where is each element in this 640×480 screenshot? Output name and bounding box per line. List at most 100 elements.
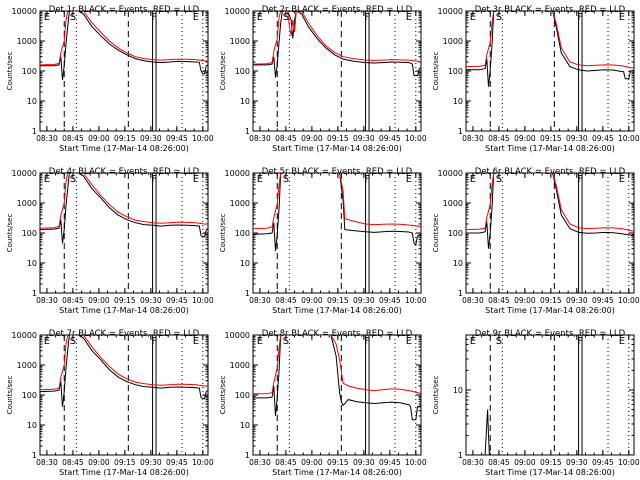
panel-det-5: 1 10 100 1000 10000 08:30 08:45 09:00 09:15 09:30… (219, 167, 427, 315)
x-tick-label: 09:00 (514, 296, 536, 305)
marker-label: E (257, 12, 263, 23)
x-tick-label: 09:30 (566, 134, 588, 143)
x-tick-label: 09:00 (301, 134, 323, 143)
y-tick-label: 1 (245, 127, 250, 136)
x-tick-label: 09:30 (140, 458, 162, 467)
y-tick-label: 100 (448, 67, 463, 76)
x-tick-label: 09:00 (301, 458, 323, 467)
y-tick-label: 10 (240, 421, 250, 430)
marker-label: E (193, 174, 199, 185)
x-tick-label: 09:30 (566, 458, 588, 467)
y-axis-label: Counts/sec (219, 214, 227, 253)
marker-label: E (44, 336, 50, 347)
y-tick-label: 100 (448, 229, 463, 238)
series-events (253, 173, 421, 252)
plot-frame (465, 334, 635, 456)
series-events (40, 173, 208, 244)
y-tick-label: 10 (453, 386, 463, 395)
x-tick-label: 09:00 (88, 458, 110, 467)
marker-label: S (496, 12, 502, 23)
x-tick-label: 10:00 (405, 458, 427, 467)
y-tick-label: 100 (22, 67, 37, 76)
x-tick-label: 09:15 (114, 296, 136, 305)
y-tick-label: 1 (458, 289, 463, 298)
x-tick-label: 08:30 (462, 458, 484, 467)
x-tick-label: 09:00 (301, 296, 323, 305)
panel-det-1: 1 10 100 1000 10000 08:30 08:45 09:00 09:15 09:30… (6, 5, 214, 153)
x-tick-label: 08:45 (62, 296, 84, 305)
series-group (466, 11, 634, 87)
marker-label: S (283, 174, 289, 185)
x-axis-label: Start Time (17-Mar-14 08:26:00) (59, 306, 189, 315)
x-axis-label: Start Time (17-Mar-14 08:26:00) (59, 468, 189, 477)
series-group (484, 409, 490, 455)
x-tick-label: 10:00 (405, 296, 427, 305)
y-axis-label: Counts/sec (432, 52, 440, 91)
marker-label: E (470, 12, 476, 23)
x-tick-label: 09:15 (327, 134, 349, 143)
x-tick-label: 10:00 (618, 134, 640, 143)
y-tick-label: 1 (32, 451, 37, 460)
y-axis-label: Counts/sec (6, 52, 14, 91)
series-group (466, 173, 634, 249)
series-events (40, 335, 208, 407)
series-group (253, 173, 421, 252)
y-tick-label: 100 (235, 229, 250, 238)
series-group (40, 335, 208, 407)
x-tick-label: 08:45 (62, 134, 84, 143)
y-tick-label: 1000 (443, 37, 463, 46)
series-group (40, 173, 208, 244)
panel-det-4: 1 10 100 1000 10000 08:30 08:45 09:00 09:15 09:30… (6, 167, 214, 315)
x-tick-label: 08:45 (488, 458, 510, 467)
y-tick-label: 10000 (225, 7, 250, 16)
x-axis-label: Start Time (17-Mar-14 08:26:00) (485, 306, 615, 315)
marker-label: E (44, 174, 50, 185)
y-tick-label: 1000 (230, 361, 250, 370)
marker-label: S (496, 174, 502, 185)
y-tick-label: 10000 (438, 7, 463, 16)
series-lld (253, 335, 421, 395)
marker-label: E (406, 12, 412, 23)
marker-label: S (496, 336, 502, 347)
marker-label: F (364, 336, 370, 347)
x-axis-label: Start Time (17-Mar-14 08:26:00) (272, 468, 402, 477)
marker-label: E (406, 336, 412, 347)
marker-label: E (619, 12, 625, 23)
marker-label: F (151, 336, 157, 347)
x-tick-label: 08:30 (36, 134, 58, 143)
x-tick-label: 09:00 (88, 296, 110, 305)
x-tick-label: 09:30 (140, 134, 162, 143)
x-tick-label: 09:30 (353, 134, 375, 143)
series-lld (466, 11, 634, 69)
x-tick-label: 09:45 (379, 134, 401, 143)
series-lld (40, 173, 208, 229)
series-events (466, 173, 634, 249)
panel-det-7: 1 10 100 1000 10000 08:30 08:45 09:00 09:15 09:30… (6, 329, 214, 477)
y-tick-label: 100 (235, 391, 250, 400)
y-tick-label: 1000 (230, 199, 250, 208)
marker-label: F (577, 174, 583, 185)
panel-title: Det 5r BLACK = Events, RED = LLD (262, 167, 413, 177)
y-tick-label: 10 (27, 97, 37, 106)
x-tick-label: 09:45 (379, 458, 401, 467)
x-tick-label: 08:45 (488, 134, 510, 143)
y-axis-label: Counts/sec (432, 214, 440, 253)
series-lld (253, 11, 421, 65)
marker-label: E (470, 174, 476, 185)
x-tick-label: 09:15 (540, 296, 562, 305)
x-tick-label: 08:45 (488, 296, 510, 305)
marker-label: S (70, 174, 76, 185)
series-events (466, 11, 634, 87)
panel-title: Det 9r BLACK = Events, RED = LLD (475, 329, 626, 339)
x-axis-label: Start Time (17-Mar-14 08:26:00) (272, 144, 402, 153)
x-axis-label: Start Time (17-Mar-14 08:26:00) (272, 306, 402, 315)
y-axis-label: Counts/sec (432, 376, 440, 415)
x-tick-label: 08:30 (249, 134, 271, 143)
marker-label: E (44, 12, 50, 23)
x-tick-label: 09:15 (540, 134, 562, 143)
y-tick-label: 10000 (438, 169, 463, 178)
x-tick-label: 09:15 (540, 458, 562, 467)
series-events (253, 11, 421, 78)
y-tick-label: 1000 (230, 37, 250, 46)
x-axis-label: Start Time (17-Mar-14 08:26:00) (485, 468, 615, 477)
